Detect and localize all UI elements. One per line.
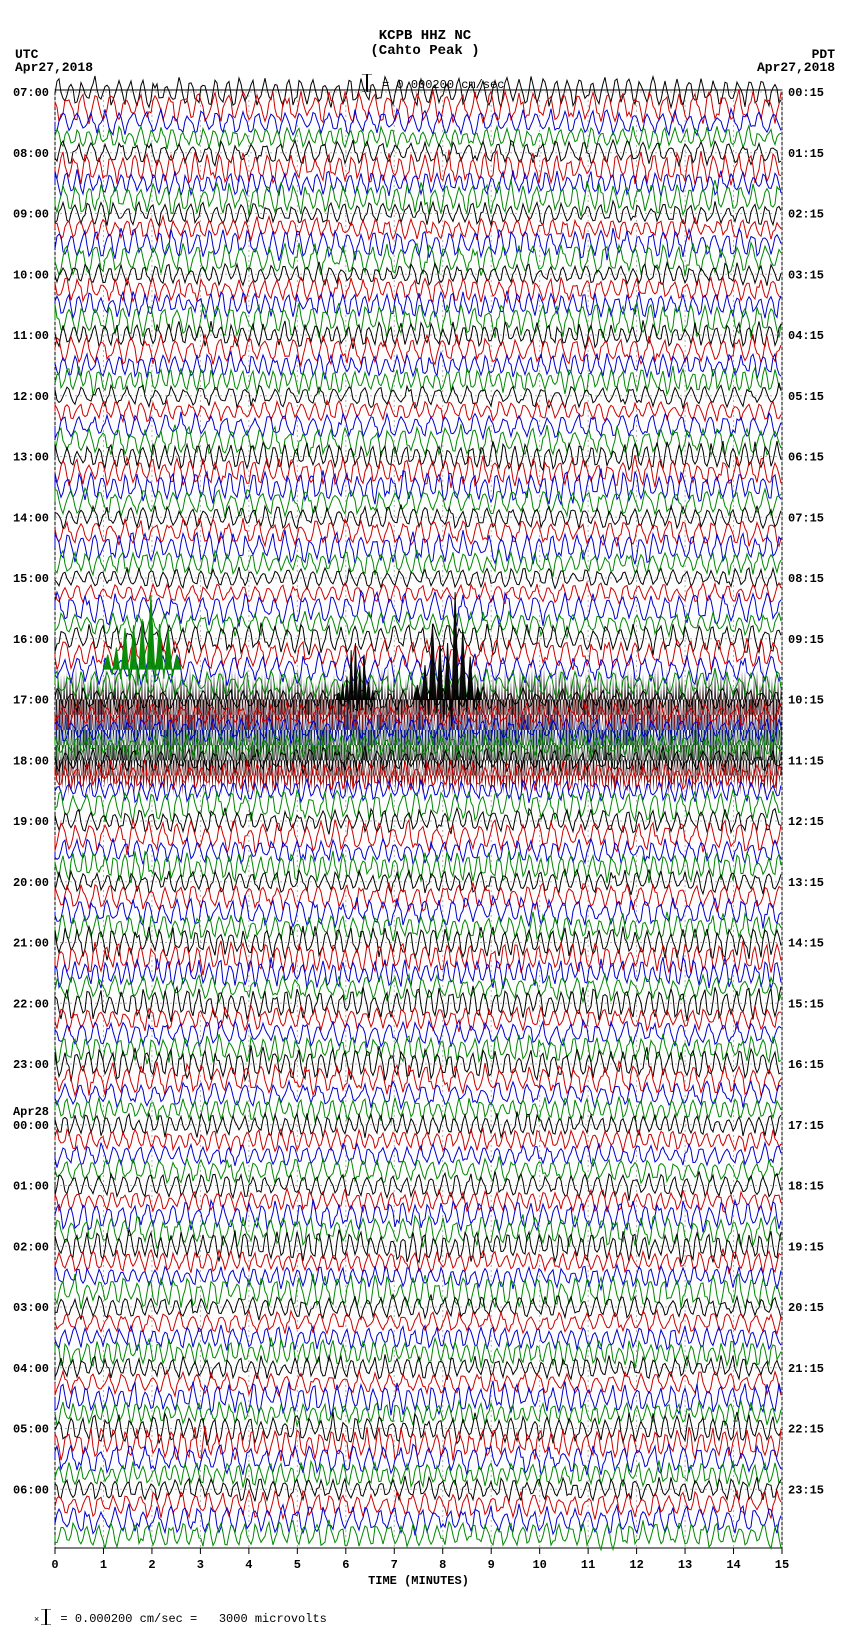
svg-text:23:00: 23:00 xyxy=(13,1058,49,1072)
svg-text:20:15: 20:15 xyxy=(788,1301,824,1315)
svg-text:10: 10 xyxy=(532,1558,546,1572)
seismogram-plot: 0123456789101112131415TIME (MINUTES)07:0… xyxy=(0,0,850,1613)
svg-text:16:15: 16:15 xyxy=(788,1058,824,1072)
svg-text:15:00: 15:00 xyxy=(13,572,49,586)
svg-text:02:15: 02:15 xyxy=(788,208,824,222)
svg-text:TIME (MINUTES): TIME (MINUTES) xyxy=(368,1574,469,1588)
svg-text:09:15: 09:15 xyxy=(788,633,824,647)
svg-text:18:15: 18:15 xyxy=(788,1180,824,1194)
svg-text:19:00: 19:00 xyxy=(13,815,49,829)
svg-text:05:00: 05:00 xyxy=(13,1423,49,1437)
seismogram-display: UTC Apr27,2018 PDT Apr27,2018 KCPB HHZ N… xyxy=(0,0,850,1613)
svg-text:06:00: 06:00 xyxy=(13,1483,49,1497)
footer-scale: × = 0.000200 cm/sec = 3000 microvolts xyxy=(5,1595,327,1640)
svg-text:14:00: 14:00 xyxy=(13,511,49,525)
svg-text:19:15: 19:15 xyxy=(788,1240,824,1254)
svg-text:20:00: 20:00 xyxy=(13,876,49,890)
svg-text:12: 12 xyxy=(629,1558,643,1572)
svg-text:21:15: 21:15 xyxy=(788,1362,824,1376)
svg-text:11:00: 11:00 xyxy=(13,329,49,343)
svg-text:2: 2 xyxy=(148,1558,155,1572)
svg-text:14: 14 xyxy=(726,1558,740,1572)
svg-text:10:15: 10:15 xyxy=(788,694,824,708)
svg-text:7: 7 xyxy=(391,1558,398,1572)
svg-text:06:15: 06:15 xyxy=(788,451,824,465)
svg-text:13:00: 13:00 xyxy=(13,451,49,465)
svg-text:04:00: 04:00 xyxy=(13,1362,49,1376)
svg-text:00:00: 00:00 xyxy=(13,1119,49,1133)
svg-text:12:00: 12:00 xyxy=(13,390,49,404)
svg-text:8: 8 xyxy=(439,1558,446,1572)
svg-text:21:00: 21:00 xyxy=(13,937,49,951)
svg-text:09:00: 09:00 xyxy=(13,208,49,222)
svg-text:01:00: 01:00 xyxy=(13,1180,49,1194)
svg-text:23:15: 23:15 xyxy=(788,1483,824,1497)
svg-text:01:15: 01:15 xyxy=(788,147,824,161)
svg-text:15: 15 xyxy=(775,1558,789,1572)
svg-text:14:15: 14:15 xyxy=(788,937,824,951)
svg-text:22:15: 22:15 xyxy=(788,1423,824,1437)
svg-text:07:15: 07:15 xyxy=(788,511,824,525)
svg-text:5: 5 xyxy=(294,1558,301,1572)
svg-text:05:15: 05:15 xyxy=(788,390,824,404)
svg-text:13:15: 13:15 xyxy=(788,876,824,890)
svg-text:11:15: 11:15 xyxy=(788,754,824,768)
svg-text:10:00: 10:00 xyxy=(13,268,49,282)
svg-text:03:00: 03:00 xyxy=(13,1301,49,1315)
svg-text:03:15: 03:15 xyxy=(788,268,824,282)
svg-text:12:15: 12:15 xyxy=(788,815,824,829)
svg-text:3: 3 xyxy=(197,1558,204,1572)
svg-text:15:15: 15:15 xyxy=(788,997,824,1011)
svg-text:08:00: 08:00 xyxy=(13,147,49,161)
svg-text:02:00: 02:00 xyxy=(13,1240,49,1254)
svg-text:13: 13 xyxy=(678,1558,692,1572)
svg-text:0: 0 xyxy=(51,1558,58,1572)
svg-text:17:15: 17:15 xyxy=(788,1119,824,1133)
svg-text:11: 11 xyxy=(581,1558,595,1572)
svg-text:17:00: 17:00 xyxy=(13,694,49,708)
svg-text:16:00: 16:00 xyxy=(13,633,49,647)
svg-text:18:00: 18:00 xyxy=(13,754,49,768)
svg-text:1: 1 xyxy=(100,1558,107,1572)
svg-text:6: 6 xyxy=(342,1558,349,1572)
svg-text:08:15: 08:15 xyxy=(788,572,824,586)
svg-text:00:15: 00:15 xyxy=(788,86,824,100)
svg-text:07:00: 07:00 xyxy=(13,86,49,100)
svg-text:22:00: 22:00 xyxy=(13,997,49,1011)
svg-text:9: 9 xyxy=(488,1558,495,1572)
svg-text:4: 4 xyxy=(245,1558,252,1572)
svg-text:04:15: 04:15 xyxy=(788,329,824,343)
svg-text:Apr28: Apr28 xyxy=(13,1105,49,1119)
